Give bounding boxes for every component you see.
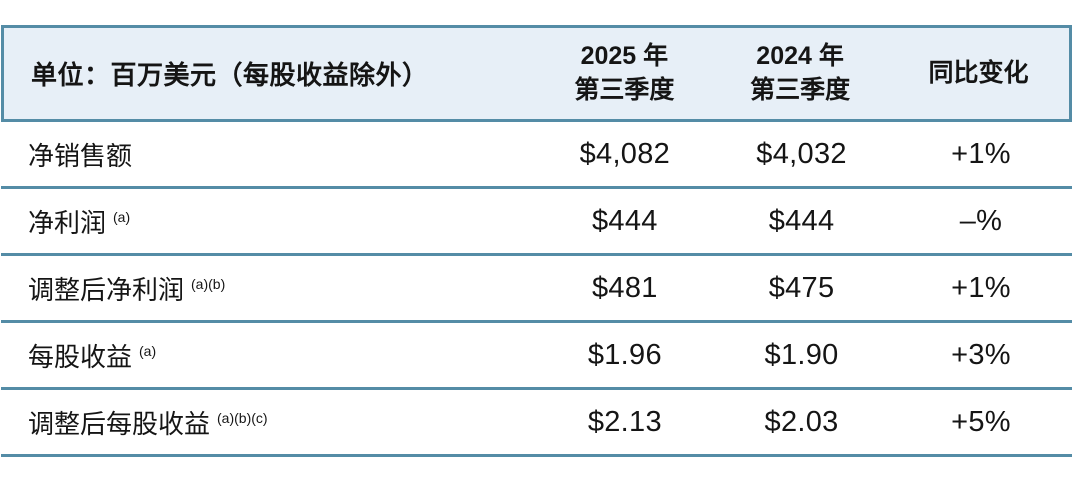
table-row: 调整后净利润 (a)(b) $481 $475 +1% bbox=[1, 256, 1072, 323]
column-header-change: 同比变化 bbox=[928, 58, 1029, 87]
metric-name: 调整后净利润 bbox=[28, 274, 185, 305]
value-2024-q3: $2.03 bbox=[764, 405, 839, 438]
column-header-2025-q3: 2025 年 第三季度 bbox=[537, 40, 713, 108]
value-2024-q3: $1.90 bbox=[764, 338, 839, 371]
yoy-change-value: –% bbox=[959, 204, 1003, 237]
metric-name: 净利润 bbox=[28, 207, 107, 238]
column-header-2024-line2: 第三季度 bbox=[750, 75, 851, 104]
value-2024-q3: $4,032 bbox=[756, 137, 847, 170]
quarterly-results-table: 单位：百万美元（每股收益除外） 2025 年 第三季度 2024 年 第三季度 … bbox=[1, 25, 1072, 457]
row-label: 净利润 (a) bbox=[1, 203, 537, 240]
unit-label: 单位：百万美元（每股收益除外） bbox=[31, 60, 429, 90]
yoy-change-value: +1% bbox=[951, 137, 1011, 170]
table-row: 净销售额 $4,082 $4,032 +1% bbox=[1, 122, 1072, 189]
column-header-2024-line1: 2024 年 bbox=[756, 41, 844, 70]
footnote-superscript: (a)(b) bbox=[191, 275, 226, 292]
yoy-change-value: +3% bbox=[951, 338, 1011, 371]
footnote-superscript: (a) bbox=[113, 208, 131, 225]
column-header-2025-line2: 第三季度 bbox=[574, 75, 675, 104]
table-row: 每股收益 (a) $1.96 $1.90 +3% bbox=[1, 323, 1072, 390]
row-label: 净销售额 bbox=[1, 136, 537, 173]
footnote-superscript: (a)(b)(c) bbox=[217, 409, 268, 426]
row-label: 每股收益 (a) bbox=[1, 337, 537, 374]
column-header-2025-line1: 2025 年 bbox=[580, 41, 669, 70]
value-2025-q3: $444 bbox=[591, 204, 658, 237]
value-2025-q3: $4,082 bbox=[579, 137, 671, 170]
metric-name: 净销售额 bbox=[28, 140, 133, 171]
value-2024-q3: $444 bbox=[768, 204, 835, 237]
table-body: 净销售额 $4,082 $4,032 +1% 净利润 (a) $444 $444 … bbox=[1, 122, 1072, 457]
footnote-superscript: (a) bbox=[139, 342, 157, 359]
row-label: 调整后每股收益 (a)(b)(c) bbox=[1, 404, 537, 441]
value-2025-q3: $2.13 bbox=[587, 405, 662, 438]
value-2024-q3: $475 bbox=[768, 271, 835, 304]
yoy-change-value: +5% bbox=[951, 405, 1011, 438]
table-header-row: 单位：百万美元（每股收益除外） 2025 年 第三季度 2024 年 第三季度 … bbox=[1, 25, 1072, 122]
table-row: 净利润 (a) $444 $444 –% bbox=[1, 189, 1072, 256]
table-row: 调整后每股收益 (a)(b)(c) $2.13 $2.03 +5% bbox=[1, 390, 1072, 457]
value-2025-q3: $1.96 bbox=[587, 338, 662, 371]
row-label: 调整后净利润 (a)(b) bbox=[1, 270, 537, 307]
metric-name: 调整后每股收益 bbox=[28, 408, 211, 439]
value-2025-q3: $481 bbox=[591, 271, 658, 304]
yoy-change-value: +1% bbox=[951, 271, 1011, 304]
column-header-2024-q3: 2024 年 第三季度 bbox=[712, 40, 888, 108]
metric-name: 每股收益 bbox=[28, 341, 133, 372]
